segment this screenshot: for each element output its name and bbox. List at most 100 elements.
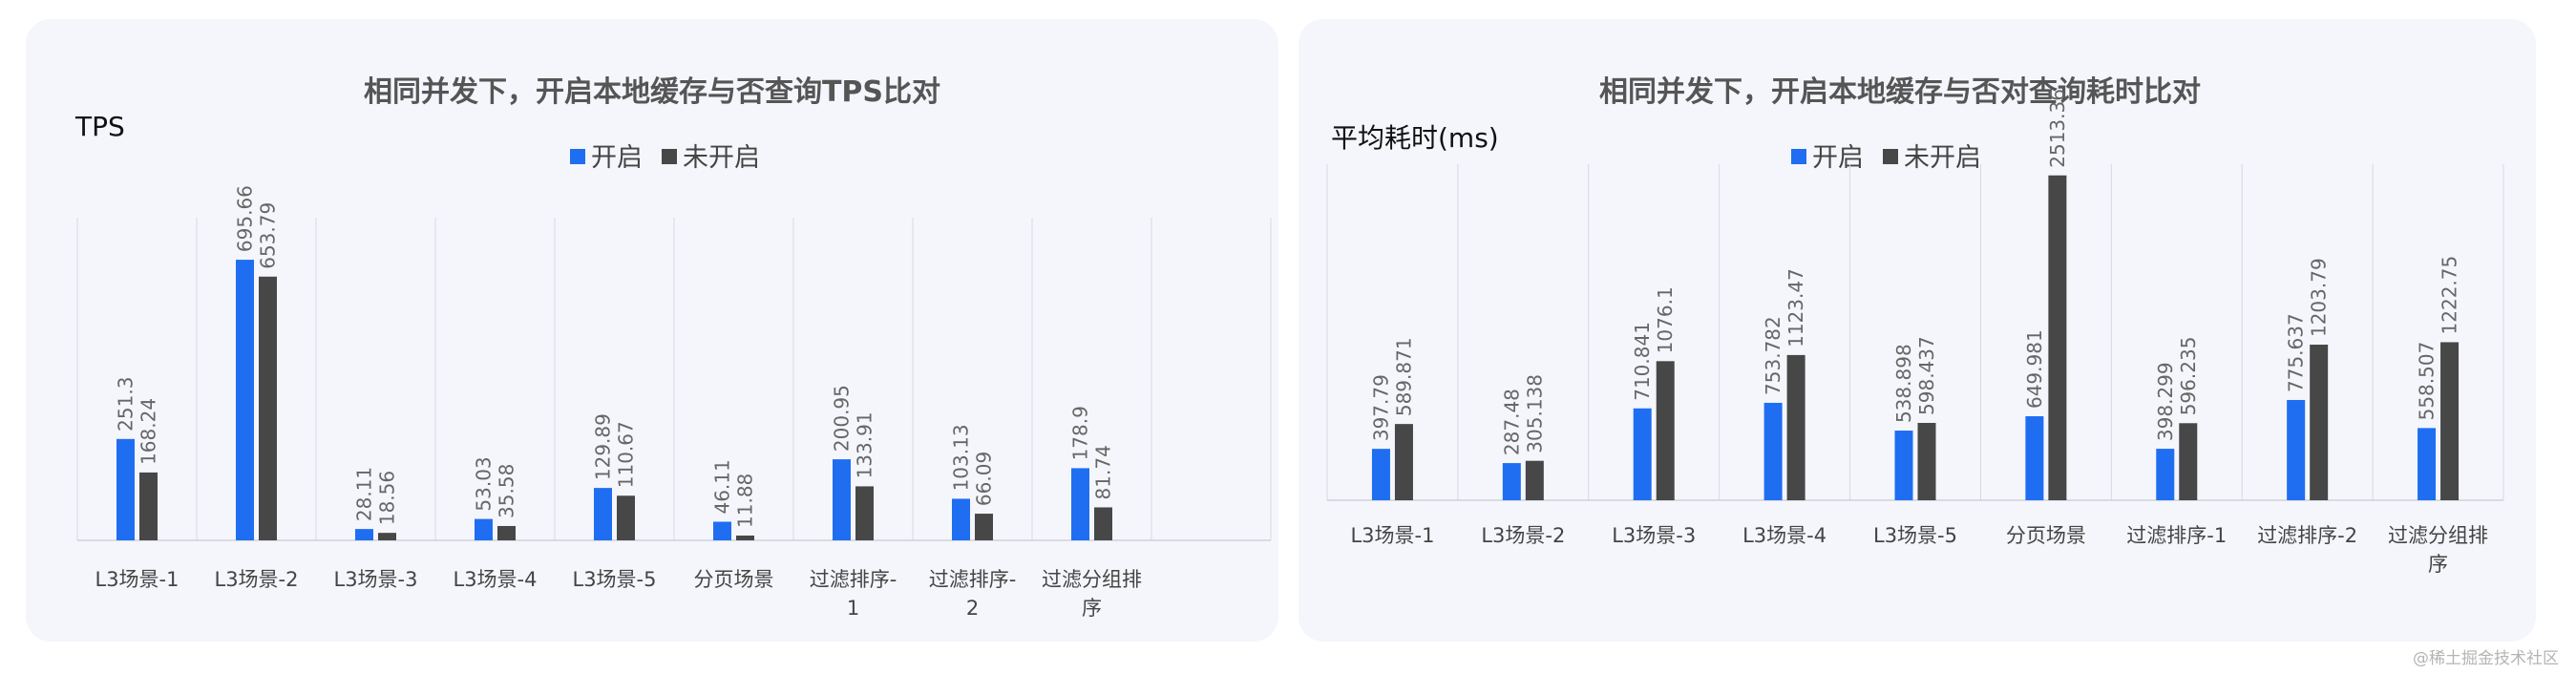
- data-label-off: 2513.36: [2046, 89, 2069, 168]
- bar-on: [475, 518, 493, 540]
- bar-off: [2179, 423, 2198, 500]
- bar-on: [1071, 468, 1089, 540]
- category-label: 过滤排序-1: [2126, 524, 2227, 547]
- data-label-on: 753.782: [1762, 316, 1784, 395]
- data-label-on: 397.79: [1369, 374, 1392, 441]
- bar-off: [1525, 460, 1544, 500]
- data-label-off: 18.56: [376, 471, 399, 525]
- bar-off: [2310, 345, 2329, 500]
- category-label: 分页场景: [2006, 524, 2086, 547]
- data-label-off: 589.871: [1392, 337, 1415, 416]
- data-label-on: 251.3: [115, 377, 137, 432]
- chart-panel-latency: 相同并发下，开启本地缓存与否对查询耗时比对平均耗时(ms) 开启 未开启 397.79…: [1299, 19, 2536, 642]
- legend-label-on: 开启: [591, 143, 643, 173]
- watermark: @稀土掘金技术社区: [2413, 649, 2559, 668]
- bar-on: [116, 438, 135, 540]
- data-label-off: 1222.75: [2439, 256, 2461, 335]
- chart-panel-tps: 相同并发下，开启本地缓存与否查询TPS比对 TPS 开启 未开启 251.3 168.24…: [26, 19, 1278, 642]
- category-label: L3场景-5: [573, 568, 657, 591]
- data-label-on: 178.9: [1069, 406, 1092, 460]
- bar-off: [617, 495, 635, 540]
- data-label-off: 11.88: [734, 474, 757, 528]
- category-label: L3场景-4: [1742, 524, 1826, 547]
- bar-off: [259, 276, 277, 540]
- data-label-off: 35.58: [496, 464, 518, 518]
- legend-label-on: 开启: [1812, 143, 1864, 173]
- bar-off: [1786, 354, 1805, 500]
- bar-on: [2025, 416, 2044, 500]
- bar-off: [139, 472, 158, 540]
- category-label: L3场景-1: [95, 568, 179, 591]
- bar-off: [1656, 361, 1675, 500]
- data-label-on: 200.95: [831, 385, 854, 452]
- data-label-off: 133.91: [854, 411, 876, 478]
- bar-on: [1633, 408, 1652, 500]
- bar-on: [2287, 399, 2306, 500]
- bar-on: [713, 521, 731, 540]
- category-label: 过滤排序-: [929, 568, 1017, 591]
- bar-off: [2440, 342, 2460, 500]
- data-label-on: 649.981: [2023, 329, 2046, 409]
- data-label-off: 1076.1: [1654, 286, 1677, 353]
- bar-on: [952, 498, 970, 540]
- bar-on: [2418, 428, 2437, 500]
- data-label-on: 28.11: [353, 467, 376, 521]
- legend-swatch-off: [1883, 149, 1898, 164]
- category-label: L3场景-2: [215, 568, 299, 591]
- bar-off: [2048, 175, 2067, 500]
- category-label: L3场景-3: [334, 568, 418, 591]
- bar-on: [1894, 431, 1913, 500]
- category-label: 序: [1082, 597, 1102, 620]
- category-label: L3场景-5: [1873, 524, 1957, 547]
- legend-swatch-on: [570, 149, 585, 164]
- data-label-on: 46.11: [711, 459, 734, 514]
- category-label: 序: [2428, 553, 2448, 576]
- data-label-off: 110.67: [615, 421, 638, 488]
- bar-on: [355, 529, 373, 540]
- bar-on: [1371, 449, 1390, 500]
- bar-on: [2156, 449, 2175, 500]
- legend-label-off: 未开启: [1904, 143, 1981, 173]
- tps-bar-chart: 相同并发下，开启本地缓存与否查询TPS比对 TPS 开启 未开启 251.3 168.24…: [74, 75, 1272, 620]
- data-label-on: 129.89: [592, 413, 615, 480]
- data-label-on: 103.13: [950, 424, 973, 491]
- bar-on: [1763, 402, 1783, 500]
- category-label: 过滤分组排: [1042, 568, 1142, 591]
- category-label: 过滤分组排: [2388, 524, 2488, 547]
- legend-swatch-off: [662, 149, 677, 164]
- data-label-off: 653.79: [257, 202, 280, 269]
- bar-on: [236, 260, 254, 540]
- category-label: 1: [847, 597, 859, 620]
- category-label: L3场景-2: [1481, 524, 1565, 547]
- y-axis-label: TPS: [74, 111, 125, 142]
- data-label-on: 287.48: [1500, 389, 1523, 455]
- category-label: L3场景-4: [454, 568, 538, 591]
- bar-on: [594, 488, 612, 540]
- bar-off: [1917, 422, 1936, 500]
- data-label-off: 1123.47: [1784, 268, 1807, 348]
- data-label-off: 66.09: [973, 452, 996, 506]
- data-label-off: 596.235: [2177, 337, 2200, 416]
- data-label-on: 710.841: [1631, 322, 1654, 401]
- bar-on: [1502, 463, 1521, 500]
- data-label-on: 538.898: [1892, 344, 1915, 423]
- y-axis-label: 平均耗时(ms): [1331, 122, 1499, 154]
- data-label-on: 53.03: [473, 456, 496, 511]
- chart-title: 相同并发下，开启本地缓存与否对查询耗时比对: [1599, 75, 2201, 109]
- category-label: L3场景-1: [1350, 524, 1434, 547]
- data-label-off: 598.437: [1915, 336, 1938, 415]
- data-label-off: 168.24: [137, 398, 160, 465]
- data-label-off: 1203.79: [2308, 258, 2331, 337]
- bar-off: [736, 535, 754, 540]
- data-label-on: 775.637: [2285, 313, 2308, 392]
- data-label-off: 305.138: [1523, 374, 1546, 453]
- chart-title: 相同并发下，开启本地缓存与否查询TPS比对: [364, 75, 940, 109]
- bar-off: [497, 525, 516, 540]
- category-label: 2: [966, 597, 979, 620]
- legend-swatch-on: [1791, 149, 1806, 164]
- bar-on: [833, 459, 851, 540]
- legend-label-off: 未开启: [683, 143, 760, 173]
- data-label-on: 695.66: [234, 185, 257, 252]
- bar-off: [855, 486, 874, 540]
